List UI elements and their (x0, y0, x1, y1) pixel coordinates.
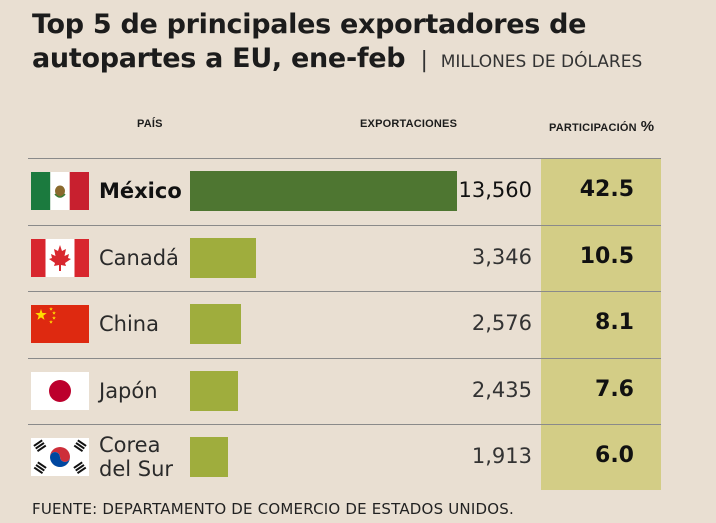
row-divider (28, 224, 661, 226)
title-line-1: Top 5 de principales exportadores de (32, 9, 587, 40)
country-label-line: del Sur (99, 457, 174, 482)
country-label-line: Japón (99, 378, 158, 403)
row-divider (28, 357, 661, 359)
japan-flag-icon (31, 371, 89, 410)
share-value-label: 7.6 (595, 376, 634, 402)
header-country: PAÍS (137, 118, 163, 130)
country-label: China (99, 312, 159, 336)
title-line-2: autopartes a EU, ene-feb (32, 43, 406, 74)
country-label: Canadá (99, 246, 179, 270)
mexico-flag-icon (31, 172, 89, 211)
country-label: Japón (99, 379, 158, 403)
export-value-label: 2,576 (471, 311, 532, 336)
export-bar (190, 237, 256, 278)
row-divider (28, 424, 661, 425)
share-value-label: 42.5 (579, 177, 634, 203)
country-label: México (99, 179, 182, 203)
share-column-background (541, 158, 661, 490)
row-divider (28, 158, 661, 159)
source-note: FUENTE: DEPARTAMENTO DE COMERCIO DE ESTA… (32, 500, 514, 518)
share-value-label: 10.5 (579, 243, 634, 269)
country-label-line: China (99, 312, 159, 337)
chart-title: Top 5 de principales exportadores de aut… (32, 8, 702, 79)
share-value-label: 6.0 (595, 443, 634, 469)
canada-flag-icon (31, 238, 89, 277)
country-label-line: Canadá (99, 245, 179, 270)
country-label: Corea del Sur (99, 433, 173, 481)
export-value-label: 1,913 (471, 444, 532, 469)
header-exports: EXPORTACIONES (360, 118, 458, 130)
export-bar (190, 171, 457, 212)
header-share: PARTICIPACIÓN% (549, 118, 654, 135)
title-unit: MILLONES DE DÓLARES (440, 52, 643, 72)
export-bar (190, 437, 228, 478)
title-separator: | (420, 48, 428, 73)
export-value-label: 13,560 (458, 178, 532, 203)
share-value-label: 8.1 (595, 310, 634, 336)
country-label-line: México (99, 179, 182, 204)
export-value-label: 2,435 (471, 377, 532, 402)
header-share-label: PARTICIPACIÓN (549, 122, 637, 134)
south-korea-flag-icon (31, 438, 89, 477)
row-divider (28, 291, 661, 292)
export-value-label: 3,346 (471, 244, 532, 269)
header-share-unit: % (640, 118, 655, 135)
china-flag-icon (31, 305, 89, 344)
country-label-line: Corea (99, 433, 161, 458)
export-bar (190, 304, 241, 345)
export-bar (190, 370, 238, 411)
